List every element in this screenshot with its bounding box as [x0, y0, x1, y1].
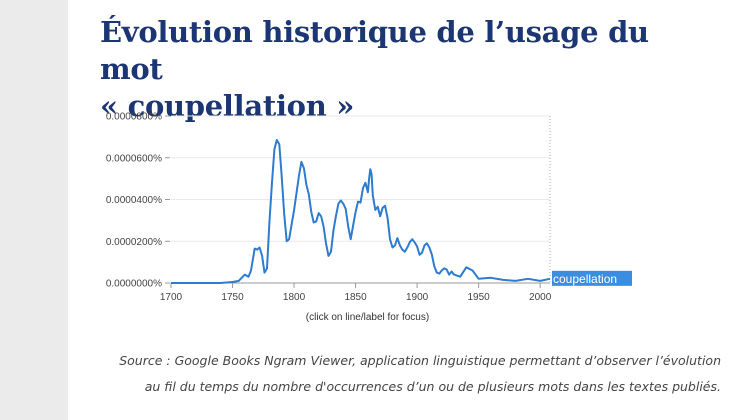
x-tick-label: 1950: [468, 292, 491, 303]
x-tick-label: 1700: [160, 292, 183, 303]
y-tick-label: 0.0000800%: [106, 112, 162, 123]
series-line-coupellation: [171, 139, 551, 284]
article-title: Évolution historique de l’usage du mot «…: [100, 14, 720, 125]
ngram-chart: 0.0000000% 0.0000200% 0.0000400% 0.0000600%…: [106, 112, 632, 323]
caption-line-2: au fil du temps du nombre d'occurrences …: [144, 379, 721, 394]
chart-focus-hint: (click on line/label for focus): [306, 312, 429, 323]
legend-highlight: [552, 270, 632, 286]
y-tick-label: 0.0000400%: [106, 195, 162, 206]
article-content: Évolution historique de l’usage du mot «…: [68, 0, 735, 420]
x-tick-label: 1900: [406, 292, 429, 303]
caption-line-1: Source : Google Books Ngram Viewer, appl…: [119, 353, 721, 368]
y-tick-label: 0.0000000%: [106, 279, 162, 290]
y-tick-label: 0.0000600%: [106, 153, 162, 164]
figure-caption: Source : Google Books Ngram Viewer, appl…: [81, 348, 721, 400]
title-line-2: « coupellation »: [100, 89, 355, 123]
x-tick-label: 2000: [529, 292, 552, 303]
x-tick-label: 1850: [344, 292, 367, 303]
title-line-1: Évolution historique de l’usage du mot: [100, 15, 649, 86]
page-left-margin: [0, 0, 68, 420]
x-tick-label: 1750: [221, 292, 244, 303]
y-tick-label: 0.0000200%: [106, 237, 162, 248]
x-tick-label: 1800: [283, 292, 306, 303]
legend-item-coupellation[interactable]: coupellation: [552, 270, 632, 286]
legend-label: coupellation: [553, 272, 617, 286]
